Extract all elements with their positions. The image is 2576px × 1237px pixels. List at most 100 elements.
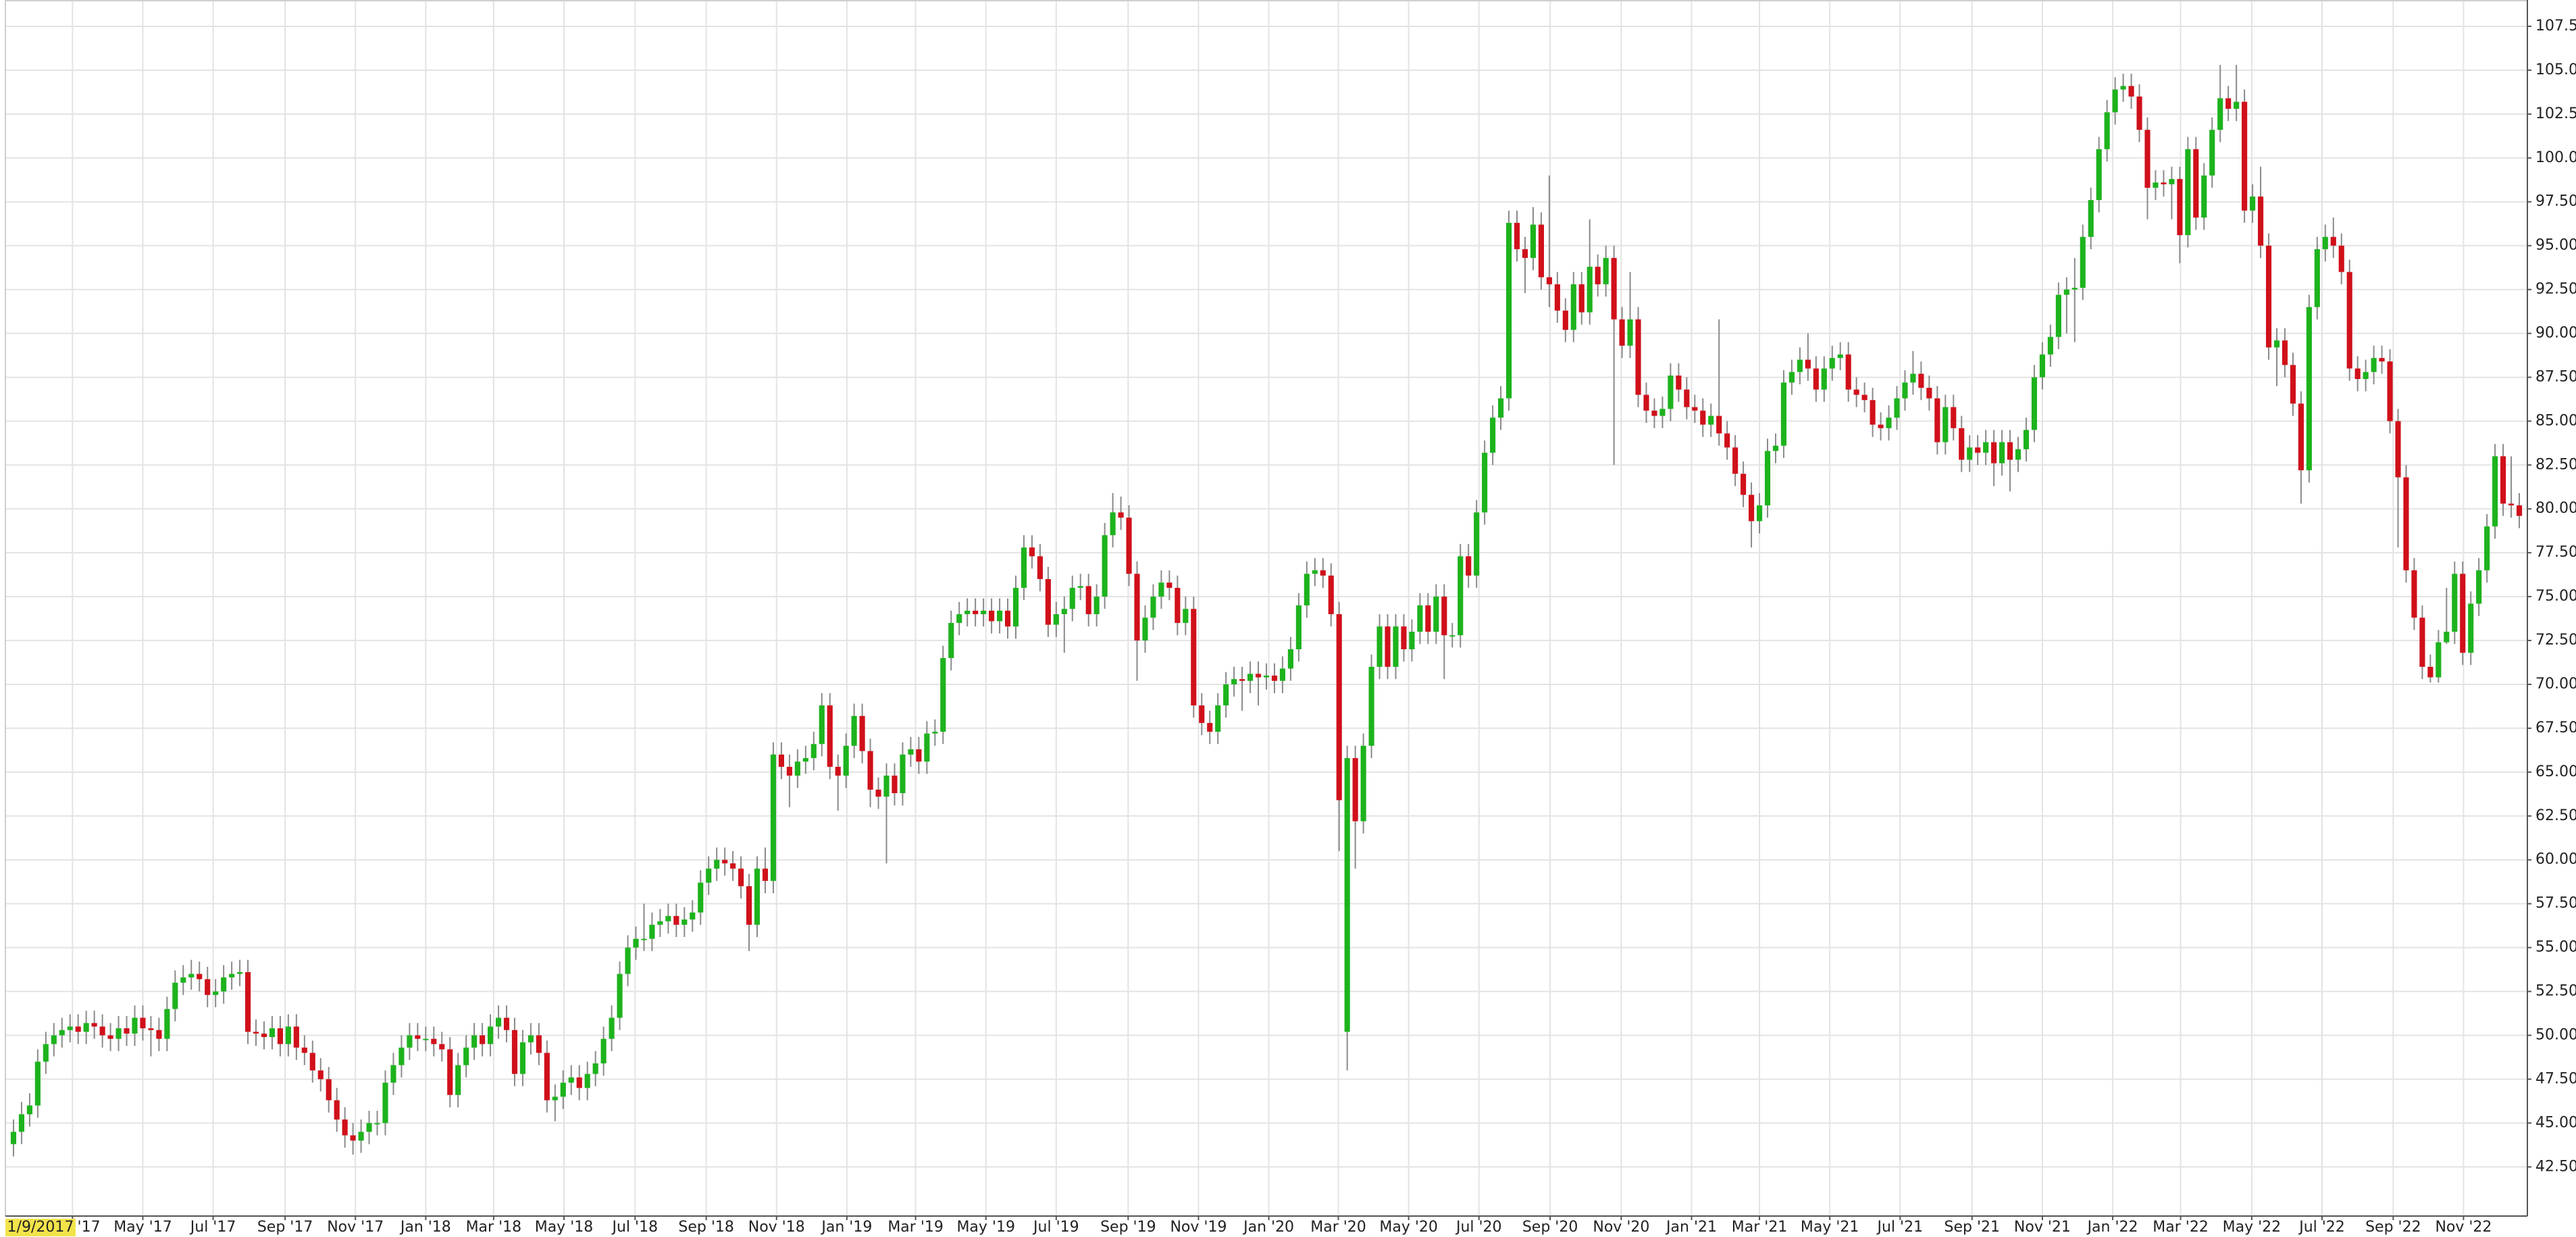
candle-body xyxy=(2096,149,2102,201)
x-tick-label: Jul '20 xyxy=(1455,1219,1502,1236)
candle-body xyxy=(1239,679,1245,681)
x-tick-label: Jul '22 xyxy=(2298,1219,2345,1236)
candle-body xyxy=(1045,579,1051,625)
candle-body xyxy=(1231,679,1237,684)
candle-body xyxy=(1344,758,1350,1032)
candle-body xyxy=(382,1082,388,1124)
candle-body xyxy=(495,1017,502,1027)
candle-body xyxy=(1878,424,1884,428)
candle-body xyxy=(1837,354,1843,358)
y-tick-label: 105.00 xyxy=(2535,61,2576,78)
candle-body xyxy=(2071,287,2078,290)
candle-body xyxy=(1336,614,1342,801)
y-tick-label: 65.00 xyxy=(2535,763,2576,780)
candle-body xyxy=(2282,340,2288,365)
candle-body xyxy=(560,1082,566,1097)
candle-body xyxy=(237,971,243,974)
candle-body xyxy=(1134,574,1140,641)
x-tick-label: May '22 xyxy=(2223,1219,2282,1236)
candle-body xyxy=(1110,512,1116,536)
candle-body xyxy=(366,1123,372,1132)
y-tick-label: 67.50 xyxy=(2535,720,2576,736)
x-tick-label: May '20 xyxy=(1379,1219,1438,1236)
x-tick-label: Sep '22 xyxy=(2365,1219,2421,1236)
candle-body xyxy=(2379,357,2385,362)
candle-body xyxy=(2468,603,2474,653)
candle-body xyxy=(107,1035,113,1039)
candle-body xyxy=(2387,361,2393,422)
candle-body xyxy=(415,1035,421,1039)
candle-body xyxy=(1385,626,1391,667)
candle-body xyxy=(34,1061,41,1106)
candle-body xyxy=(2298,403,2304,471)
candle-body xyxy=(1255,674,1262,678)
candle-body xyxy=(1053,614,1059,625)
candle-body xyxy=(423,1038,429,1040)
candle-body xyxy=(1619,319,1625,346)
y-tick-label: 52.50 xyxy=(2535,983,2576,1000)
candle-body xyxy=(480,1035,486,1044)
candle-body xyxy=(2217,98,2223,130)
candle-body xyxy=(932,732,938,734)
candle-body xyxy=(665,915,671,922)
candle-body xyxy=(1587,266,1593,313)
candle-body xyxy=(2306,307,2312,471)
candle-body xyxy=(625,947,631,974)
candle-body xyxy=(859,715,865,751)
x-tick-label: Jan '21 xyxy=(1665,1219,1717,1236)
candle-body xyxy=(2371,357,2377,372)
candle-body xyxy=(1287,649,1293,669)
candle-body xyxy=(1004,610,1011,627)
candle-body xyxy=(1894,398,1900,418)
candle-body xyxy=(1780,382,1787,446)
candle-body xyxy=(1514,222,1520,249)
candle-body xyxy=(471,1035,478,1048)
candle-body xyxy=(1692,407,1698,411)
candle-body xyxy=(1417,605,1423,632)
candle-body xyxy=(2322,236,2328,249)
candle-body xyxy=(1829,357,1835,369)
candle-body xyxy=(43,1044,49,1062)
x-tick-label: Mar '20 xyxy=(1310,1219,1366,1236)
candle-body xyxy=(1449,635,1456,637)
candle-body xyxy=(1845,354,1851,390)
candle-body xyxy=(649,924,655,939)
candle-body xyxy=(706,868,712,883)
candle-body xyxy=(536,1035,542,1053)
candle-body xyxy=(261,1033,267,1038)
candle-body xyxy=(657,921,663,925)
candle-body xyxy=(1684,389,1690,407)
candle-body xyxy=(1409,632,1415,650)
candle-body xyxy=(1546,277,1552,284)
candle-body xyxy=(1142,617,1148,641)
candle-body xyxy=(1554,284,1560,311)
candle-body xyxy=(1304,574,1310,606)
candle-body xyxy=(1271,676,1278,681)
candle-body xyxy=(1805,359,1811,369)
candle-body xyxy=(463,1047,469,1065)
candles xyxy=(10,65,2523,1157)
candle-body xyxy=(1505,222,1512,399)
candle-body xyxy=(1466,556,1472,576)
candle-body xyxy=(2257,196,2264,246)
candle-body xyxy=(180,977,186,983)
x-tick-label: May '19 xyxy=(956,1219,1015,1236)
candle-body xyxy=(2201,175,2207,218)
candle-body xyxy=(1668,375,1674,409)
candle-body xyxy=(690,912,696,920)
candle-body xyxy=(1126,517,1132,574)
candle-body xyxy=(1093,597,1100,615)
candle-body xyxy=(1643,395,1649,411)
candle-body xyxy=(350,1135,356,1141)
candle-body xyxy=(2136,96,2142,130)
candle-body xyxy=(948,623,954,659)
candle-body xyxy=(1918,374,1924,388)
candle-body xyxy=(1910,374,1916,383)
candle-body xyxy=(916,749,922,762)
candle-body xyxy=(75,1026,81,1032)
candle-body xyxy=(1425,605,1431,632)
x-tick-label: Mar '18 xyxy=(466,1219,522,1236)
candle-body xyxy=(1926,388,1932,399)
x-tick-label: Nov '19 xyxy=(1170,1219,1227,1236)
candle-body xyxy=(883,776,890,797)
